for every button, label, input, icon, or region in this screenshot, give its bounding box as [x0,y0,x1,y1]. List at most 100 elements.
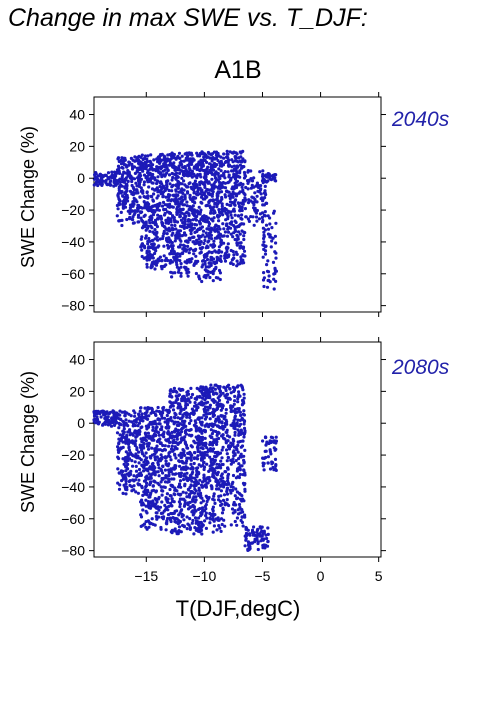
data-point [222,518,226,522]
data-point [218,526,222,530]
data-point [184,406,188,410]
data-point [155,186,159,190]
data-point [226,217,230,221]
data-point [142,183,146,187]
data-point [244,185,248,190]
data-point [185,204,189,208]
data-point [191,503,195,507]
data-point [203,519,207,523]
data-point [236,418,240,422]
data-point [170,275,174,279]
data-point [116,455,120,459]
data-point [262,230,266,234]
data-point [197,205,201,209]
data-point [160,204,165,208]
data-point [183,453,187,457]
data-point [153,237,157,241]
data-point [231,192,235,197]
data-point [185,390,189,394]
data-point [137,203,141,208]
data-point [174,394,178,398]
data-point [137,432,142,436]
data-point [221,391,225,395]
data-point [266,526,270,530]
data-points [92,383,278,553]
data-point [163,455,168,459]
data-point [163,448,167,452]
data-point [209,227,213,232]
data-point [197,472,201,476]
data-point [243,198,248,202]
data-point [171,485,175,489]
data-point [203,391,207,395]
data-point [163,203,167,207]
data-point [219,155,223,159]
data-point [95,418,99,422]
data-point [244,215,248,219]
data-point [216,479,220,483]
data-point [177,484,182,488]
data-point [157,474,161,478]
data-point [225,498,229,502]
data-point [185,515,189,519]
data-point [161,443,165,448]
data-point [270,239,274,243]
data-point [247,178,251,182]
data-point [144,484,148,488]
data-point [136,215,140,219]
data-point [178,505,182,509]
data-point [251,531,255,535]
data-point [202,475,206,479]
data-point [252,525,256,529]
data-point [233,417,237,421]
data-point [194,408,199,412]
data-point [256,547,260,552]
data-point [123,191,127,196]
data-point [242,431,246,435]
data-point [182,203,187,207]
data-point [168,434,173,438]
data-point [176,431,180,435]
data-point [130,179,134,184]
data-point [170,403,174,408]
data-point [145,251,149,255]
data-point [142,173,147,177]
data-point [211,389,215,394]
data-point [121,194,125,198]
data-point [263,449,267,453]
data-point [224,195,228,199]
data-point [120,470,124,474]
data-point [242,426,247,430]
data-point [172,156,176,160]
data-point [222,152,226,156]
data-point [166,168,170,172]
data-point [173,411,177,415]
data-point [157,244,161,248]
data-point [106,176,110,180]
data-point [202,442,206,446]
data-point [128,217,132,221]
data-point [210,485,214,489]
data-point [198,277,202,281]
data-point [172,516,176,520]
data-point [119,417,123,422]
data-point [217,167,221,171]
data-point [145,190,149,194]
data-point [233,414,237,418]
data-point [169,157,173,161]
data-point [148,221,152,225]
data-point [232,253,236,257]
data-point [211,457,215,461]
data-point [135,169,139,173]
data-point [120,156,124,160]
data-point [233,237,237,242]
data-point [162,254,166,258]
data-point [241,258,245,262]
data-point [215,442,219,446]
data-point [173,223,177,228]
data-point [249,215,253,219]
data-point [158,189,162,193]
data-point [115,214,119,218]
data-point [211,411,216,415]
data-point [198,491,203,495]
